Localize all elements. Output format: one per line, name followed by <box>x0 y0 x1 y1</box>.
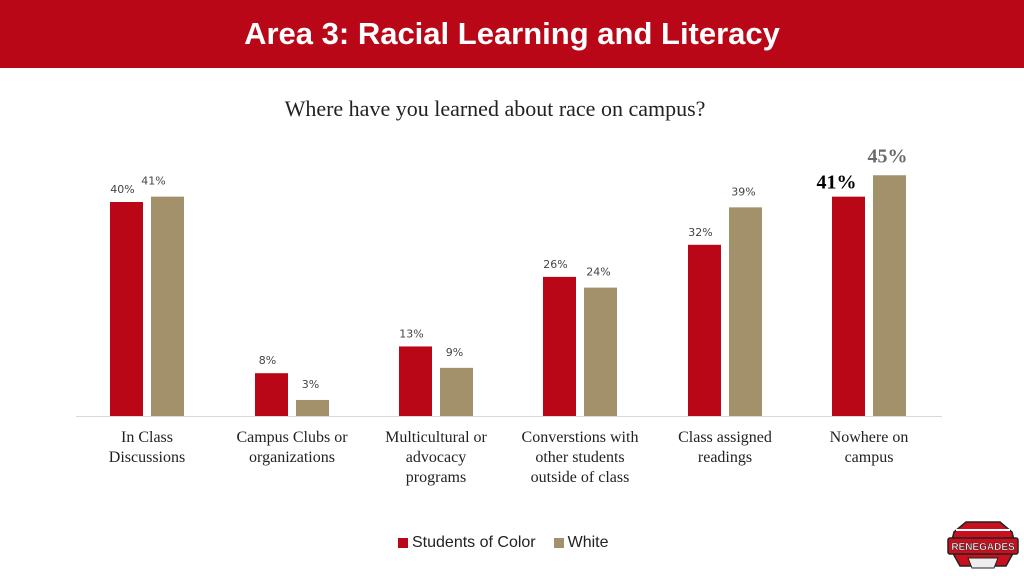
data-label-students-of-color-0: 40% <box>110 183 134 196</box>
category-label-0: In Class Discussions <box>108 429 186 466</box>
legend-label-students-of-color: Students of Color <box>412 534 536 551</box>
legend: Students of Color White <box>398 534 627 552</box>
category-label-2: Multicultural or advocacy programs <box>385 429 487 486</box>
data-label-white-5: 45% <box>868 145 908 167</box>
chart-title: Where have you learned about race on cam… <box>284 96 706 121</box>
legend-swatch-students-of-color <box>398 538 408 548</box>
bar-white-2 <box>440 367 473 416</box>
category-label-3: Converstions with other students outside… <box>521 429 639 486</box>
data-label-students-of-color-1: 8% <box>259 354 276 367</box>
category-label-1: Campus Clubs or organizations <box>236 429 348 466</box>
bar-white-5 <box>873 175 906 416</box>
legend-item-white: White <box>553 534 609 552</box>
legend-label-white: White <box>567 534 609 551</box>
data-label-white-0: 41% <box>141 175 165 188</box>
data-label-students-of-color-2: 13% <box>399 327 423 340</box>
bar-white-0 <box>151 196 184 416</box>
bar-students-of-color-1 <box>255 373 288 416</box>
bar-students-of-color-3 <box>543 276 576 416</box>
bar-white-1 <box>296 399 329 416</box>
data-label-white-4: 39% <box>731 185 755 198</box>
category-label-4: Class assigned readings <box>678 429 772 466</box>
bar-white-4 <box>729 207 762 416</box>
data-label-students-of-color-4: 32% <box>688 226 712 239</box>
data-label-students-of-color-5: 41% <box>817 172 857 194</box>
svg-text:RENEGADES: RENEGADES <box>951 542 1015 553</box>
data-label-white-2: 9% <box>446 346 463 359</box>
data-label-white-1: 3% <box>302 378 319 391</box>
bar-students-of-color-4 <box>688 244 721 416</box>
data-label-white-3: 24% <box>586 266 610 279</box>
bar-students-of-color-5 <box>832 196 865 416</box>
bar-students-of-color-0 <box>110 202 143 416</box>
renegades-logo: RENEGADES <box>947 521 1019 569</box>
data-label-students-of-color-3: 26% <box>543 258 567 271</box>
title-banner: Area 3: Racial Learning and Literacy <box>0 0 1024 68</box>
slide-title: Area 3: Racial Learning and Literacy <box>244 16 780 51</box>
category-label-5: Nowhere on campus <box>829 429 909 466</box>
legend-swatch-white <box>553 538 564 548</box>
bar-white-3 <box>584 287 617 416</box>
legend-item-students-of-color: Students of Color <box>398 534 536 552</box>
bar-chart: 40% 41% 8% 3% 13% 9% 26% 24% 32% 39% 41% 45% <box>76 145 942 417</box>
bar-students-of-color-2 <box>399 346 432 416</box>
